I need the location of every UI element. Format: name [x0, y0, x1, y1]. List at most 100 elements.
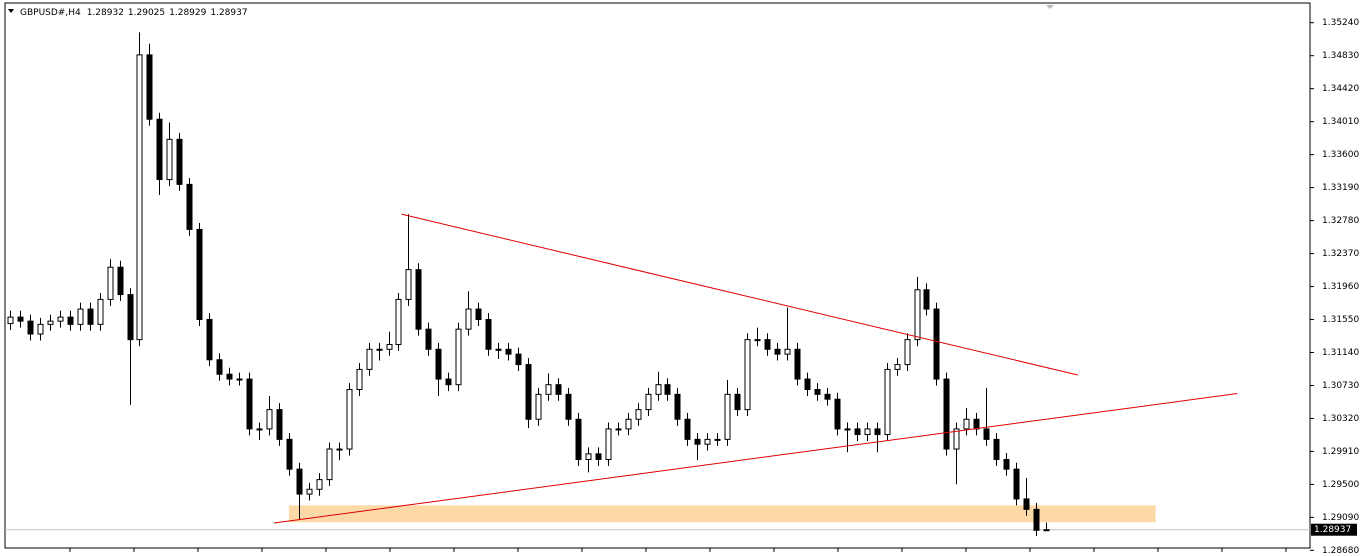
candle-body: [435, 348, 442, 380]
candle-body: [824, 393, 831, 400]
candle-body: [744, 339, 751, 411]
candle-body: [505, 348, 512, 355]
candle-body: [565, 393, 572, 420]
candle-body: [1003, 458, 1010, 470]
candle-body: [495, 348, 502, 351]
candle-body: [465, 308, 472, 330]
candle-body: [814, 389, 821, 395]
candle-body: [196, 228, 203, 321]
y-tick-label: 1.32780: [1322, 216, 1359, 226]
candle-body: [226, 373, 233, 380]
candle-body: [77, 308, 84, 325]
menu-arrow[interactable]: [8, 9, 14, 13]
candle-body: [127, 294, 134, 341]
chart-header: GBPUSD#,H4 1.28932 1.29025 1.28929 1.28937: [20, 8, 248, 18]
candle-body: [953, 428, 960, 450]
candle-body: [326, 448, 333, 481]
y-tick-label: 1.33600: [1322, 150, 1359, 160]
candle-body: [605, 428, 612, 460]
y-tick-label: 1.30730: [1322, 381, 1359, 391]
candle-body: [724, 393, 731, 440]
candle-body: [983, 428, 990, 440]
candle-body: [336, 448, 343, 451]
candle-body: [395, 298, 402, 345]
candle-body: [684, 418, 691, 440]
candle-body: [356, 368, 363, 391]
candle-body: [57, 316, 64, 322]
y-tick-label: 1.31960: [1322, 282, 1359, 292]
candle-body: [87, 308, 94, 325]
candle-body: [943, 378, 950, 450]
support-zone: [288, 505, 1156, 523]
candle-body: [933, 308, 940, 380]
candle-body: [236, 378, 243, 381]
candle-body: [884, 368, 891, 436]
y-tick-label: 1.33190: [1322, 183, 1359, 193]
y-tick-label: 1.34420: [1322, 84, 1359, 94]
candle-body: [475, 308, 482, 321]
y-tick-label: 1.32370: [1322, 249, 1359, 259]
candle-body: [963, 418, 970, 430]
candle-body: [445, 378, 452, 386]
open-value: 1.28932: [87, 8, 124, 18]
candle-body: [246, 378, 253, 430]
candle-body: [575, 418, 582, 460]
candle-body: [993, 438, 1000, 460]
candle-body: [894, 364, 901, 370]
candle-body: [316, 479, 323, 490]
candle-body: [485, 319, 492, 350]
candle-body: [1023, 498, 1030, 510]
candle-body: [276, 409, 283, 440]
candle-body: [904, 339, 911, 366]
candle-body: [7, 316, 14, 325]
candle-body: [146, 54, 153, 120]
candle-body: [525, 364, 532, 420]
candle-body: [973, 418, 980, 430]
high-value: 1.29025: [128, 8, 165, 18]
candle-body: [415, 269, 422, 330]
symbol: GBPUSD#,H4: [20, 8, 81, 18]
close-value: 1.28937: [210, 8, 247, 18]
candle-body: [694, 438, 701, 445]
candle-body: [166, 138, 173, 181]
candle-body: [914, 289, 921, 341]
candle-body: [27, 320, 34, 335]
candle-body: [804, 378, 811, 391]
candle-body: [764, 339, 771, 350]
candle-body: [515, 353, 522, 366]
candle-body: [674, 393, 681, 420]
candle-body: [306, 488, 313, 495]
current-price-box: [1311, 523, 1357, 536]
y-tick-label: 1.29090: [1322, 513, 1359, 523]
candle-body: [774, 348, 781, 355]
candle-body: [266, 409, 273, 430]
y-tick-label: 1.34830: [1322, 51, 1359, 61]
candle-body: [386, 343, 393, 350]
candle-body: [67, 316, 74, 325]
candle-body: [376, 348, 383, 351]
low-value: 1.28929: [169, 8, 206, 18]
candle-body: [455, 328, 462, 386]
candle-body: [97, 298, 104, 325]
candle-body: [136, 54, 143, 341]
candle-body: [206, 319, 213, 361]
candle-body: [645, 393, 652, 411]
candle-body: [704, 438, 711, 445]
candle-body: [156, 118, 163, 181]
shift-marker: [1046, 5, 1054, 9]
candle-body: [555, 384, 562, 395]
trendline: [273, 393, 1238, 524]
candle-body: [535, 393, 542, 420]
candle-body: [47, 320, 54, 325]
candle-body: [794, 348, 801, 380]
candle-body: [425, 328, 432, 350]
candle-body: [176, 138, 183, 185]
candle-body: [595, 453, 602, 460]
candle-body: [664, 384, 671, 395]
candle-body: [366, 348, 373, 370]
y-tick-label: 1.29910: [1322, 447, 1359, 457]
candle-body: [635, 409, 642, 420]
candle-body: [256, 428, 263, 431]
candle-body: [923, 289, 930, 310]
